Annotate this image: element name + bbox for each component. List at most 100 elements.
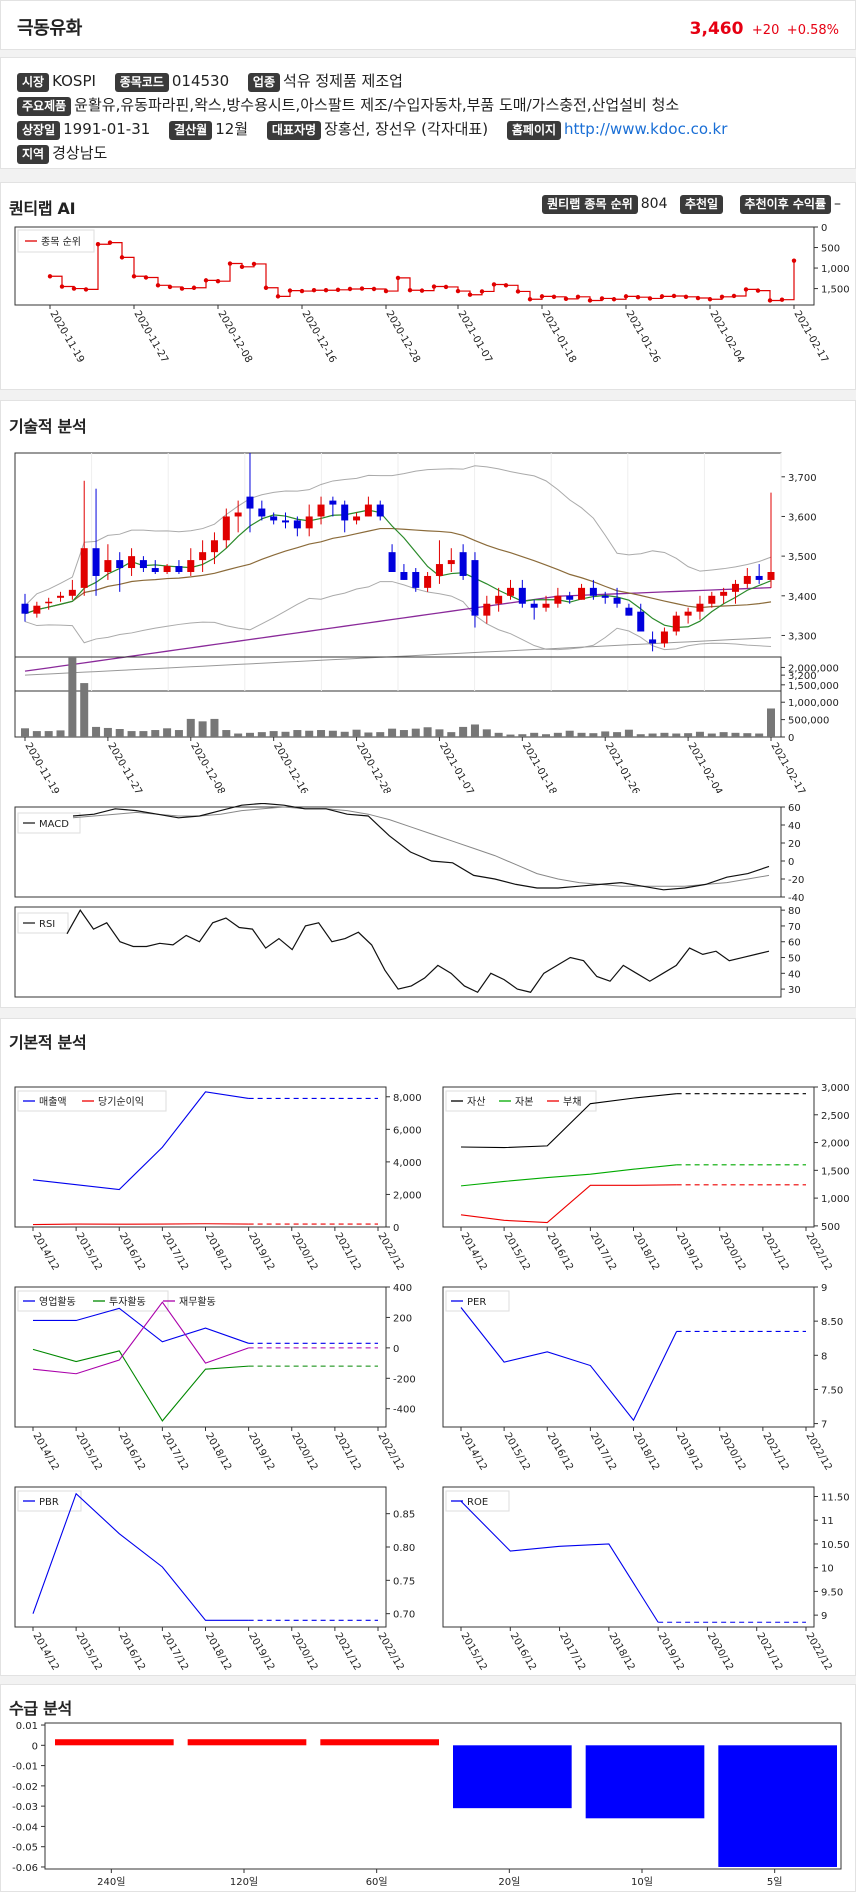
info-row-3: 상장일 1991-01-31 결산월 12월 대표자명 장홍선, 장선우 (각자대표)… — [17, 118, 727, 140]
tech-card: 기술적 분석 3,200 3,300 3,400 3,500 3,600 3,700 0 5… — [0, 400, 856, 1008]
products-label: 주요제품 — [17, 97, 72, 116]
volume-bar — [80, 683, 89, 737]
supply-card: 수급 분석 -0.06 -0.05 -0.04 -0.03 -0.02 -0.01 0 0.0… — [0, 1684, 856, 1892]
macd-chart: -40 -20 0 20 40 60 MACD — [14, 803, 804, 901]
rsi-chart: 30 40 50 60 70 80 RSI — [14, 906, 801, 998]
legend-label: RSI — [39, 919, 55, 930]
rank-point — [287, 288, 293, 293]
ceo-value: 장홍선, 장선우 (각자대표) — [324, 120, 489, 138]
bollinger-upper — [24, 465, 772, 607]
volume-bar — [340, 731, 349, 737]
y-tick-label: 6,000 — [393, 1125, 422, 1136]
candle-body — [400, 572, 408, 580]
candle-body — [151, 568, 159, 572]
homepage-link[interactable]: http://www.kdoc.co.kr — [564, 120, 728, 138]
supply-bar — [453, 1745, 572, 1809]
y-tick-label: 0 — [821, 223, 827, 234]
rank-point — [395, 275, 401, 281]
bollinger-lower — [24, 581, 772, 651]
x-tick-label: 2016/12 — [545, 1231, 575, 1271]
x-tick-label: 2021-02-17 — [768, 741, 807, 793]
settle-label: 결산월 — [169, 121, 213, 140]
info-row-1: 시장 KOSPI 종목코드 014530 업종 석유 정제품 제조업 — [17, 70, 417, 92]
x-tick-label: 2018/12 — [203, 1431, 233, 1471]
volume-bar — [743, 733, 752, 737]
legend-label: 부채 — [563, 1096, 581, 1108]
volume-bar — [328, 730, 337, 737]
rank-point — [743, 287, 749, 292]
candle-body — [57, 595, 65, 598]
x-tick-label: 2017/12 — [160, 1631, 190, 1671]
legend-label: PBR — [39, 1497, 59, 1508]
listed-value: 1991-01-31 — [63, 120, 151, 138]
x-tick-label: 2017/12 — [588, 1231, 618, 1271]
volume-bar — [684, 733, 693, 737]
candle-body — [684, 611, 692, 616]
rank-point — [767, 298, 773, 303]
series-1-line — [32, 1223, 249, 1226]
rank-point — [59, 284, 65, 289]
rank-point — [671, 293, 677, 299]
volume-bar — [707, 733, 716, 737]
home-label: 홈페이지 — [506, 121, 562, 140]
rank-point — [251, 261, 257, 267]
candle-body — [554, 595, 562, 604]
series-0-line — [460, 1500, 659, 1623]
candle-body — [222, 516, 230, 541]
y-tick-label: -20 — [788, 875, 804, 886]
volume-bar — [624, 729, 633, 737]
y-tick-label: -0.06 — [12, 1863, 38, 1874]
legend-label: PER — [467, 1297, 486, 1308]
volume-bar — [719, 732, 728, 737]
y-tick-label: 7 — [821, 1420, 827, 1431]
x-tick-label: 2020-11-27 — [131, 309, 170, 365]
rank-point — [719, 294, 725, 299]
volume-bar — [151, 730, 160, 737]
legend-box — [445, 1490, 510, 1512]
x-tick-label: 2020-11-19 — [47, 309, 86, 365]
volume-bar — [601, 731, 610, 737]
volume-bar — [364, 732, 373, 737]
supply-title: 수급 분석 — [9, 1699, 72, 1718]
candle-body — [625, 607, 633, 616]
per-chart: 7 7.50 8 8.50 9 PER 2014/12 2015/12 2016/12 2017/… — [442, 1283, 843, 1471]
x-tick-label: 2015/12 — [502, 1431, 532, 1471]
y-tick-label: 400 — [393, 1283, 412, 1294]
volume-bar — [376, 732, 385, 737]
x-tick-label: 60일 — [366, 1876, 388, 1888]
x-tick-label: 2015/12 — [74, 1231, 104, 1271]
plot-frame — [14, 1286, 387, 1428]
rank-point — [179, 286, 185, 291]
series-2-line — [460, 1184, 677, 1224]
y-tick-label: 60 — [788, 803, 801, 814]
candle-body — [542, 603, 550, 608]
x-tick-label: 120일 — [230, 1876, 258, 1888]
volume-bar — [257, 732, 266, 737]
price-change-pct: +0.58% — [786, 23, 839, 38]
rank-point — [539, 294, 545, 299]
x-tick-label: 2020/12 — [717, 1231, 747, 1271]
rank-point — [347, 286, 353, 292]
rank-point — [419, 288, 425, 293]
volume-bar — [222, 730, 231, 737]
x-tick-label: 2020-12-08 — [188, 741, 227, 793]
stock-name: 극동유화 — [17, 18, 83, 39]
x-tick-label: 2017/12 — [557, 1631, 587, 1671]
rank-point — [695, 295, 701, 301]
x-tick-label: 2015/12 — [458, 1631, 488, 1671]
candle-body — [435, 564, 443, 576]
x-tick-label: 2015/12 — [502, 1231, 532, 1271]
y-tick-label: 20 — [788, 839, 801, 850]
candle-body — [483, 603, 491, 616]
volume-bar — [92, 726, 101, 737]
volume-bar — [103, 727, 112, 737]
volume-chart: 0 500,000 1,000,000 1,500,000 2,000,000 2020-… — [14, 656, 839, 793]
x-tick-label: 2019/12 — [656, 1631, 686, 1671]
sales-chart: 0 2,000 4,000 6,000 8,000 매출액 당기순이익 2014/12 2015… — [14, 1086, 422, 1271]
y-tick-label: 50 — [788, 954, 801, 965]
x-tick-label: 2021/12 — [754, 1631, 784, 1671]
x-tick-label: 2021-01-26 — [623, 309, 662, 365]
x-tick-label: 2022/12 — [375, 1631, 405, 1671]
candle-body — [187, 560, 195, 572]
y-tick-label: 3,700 — [788, 473, 817, 484]
